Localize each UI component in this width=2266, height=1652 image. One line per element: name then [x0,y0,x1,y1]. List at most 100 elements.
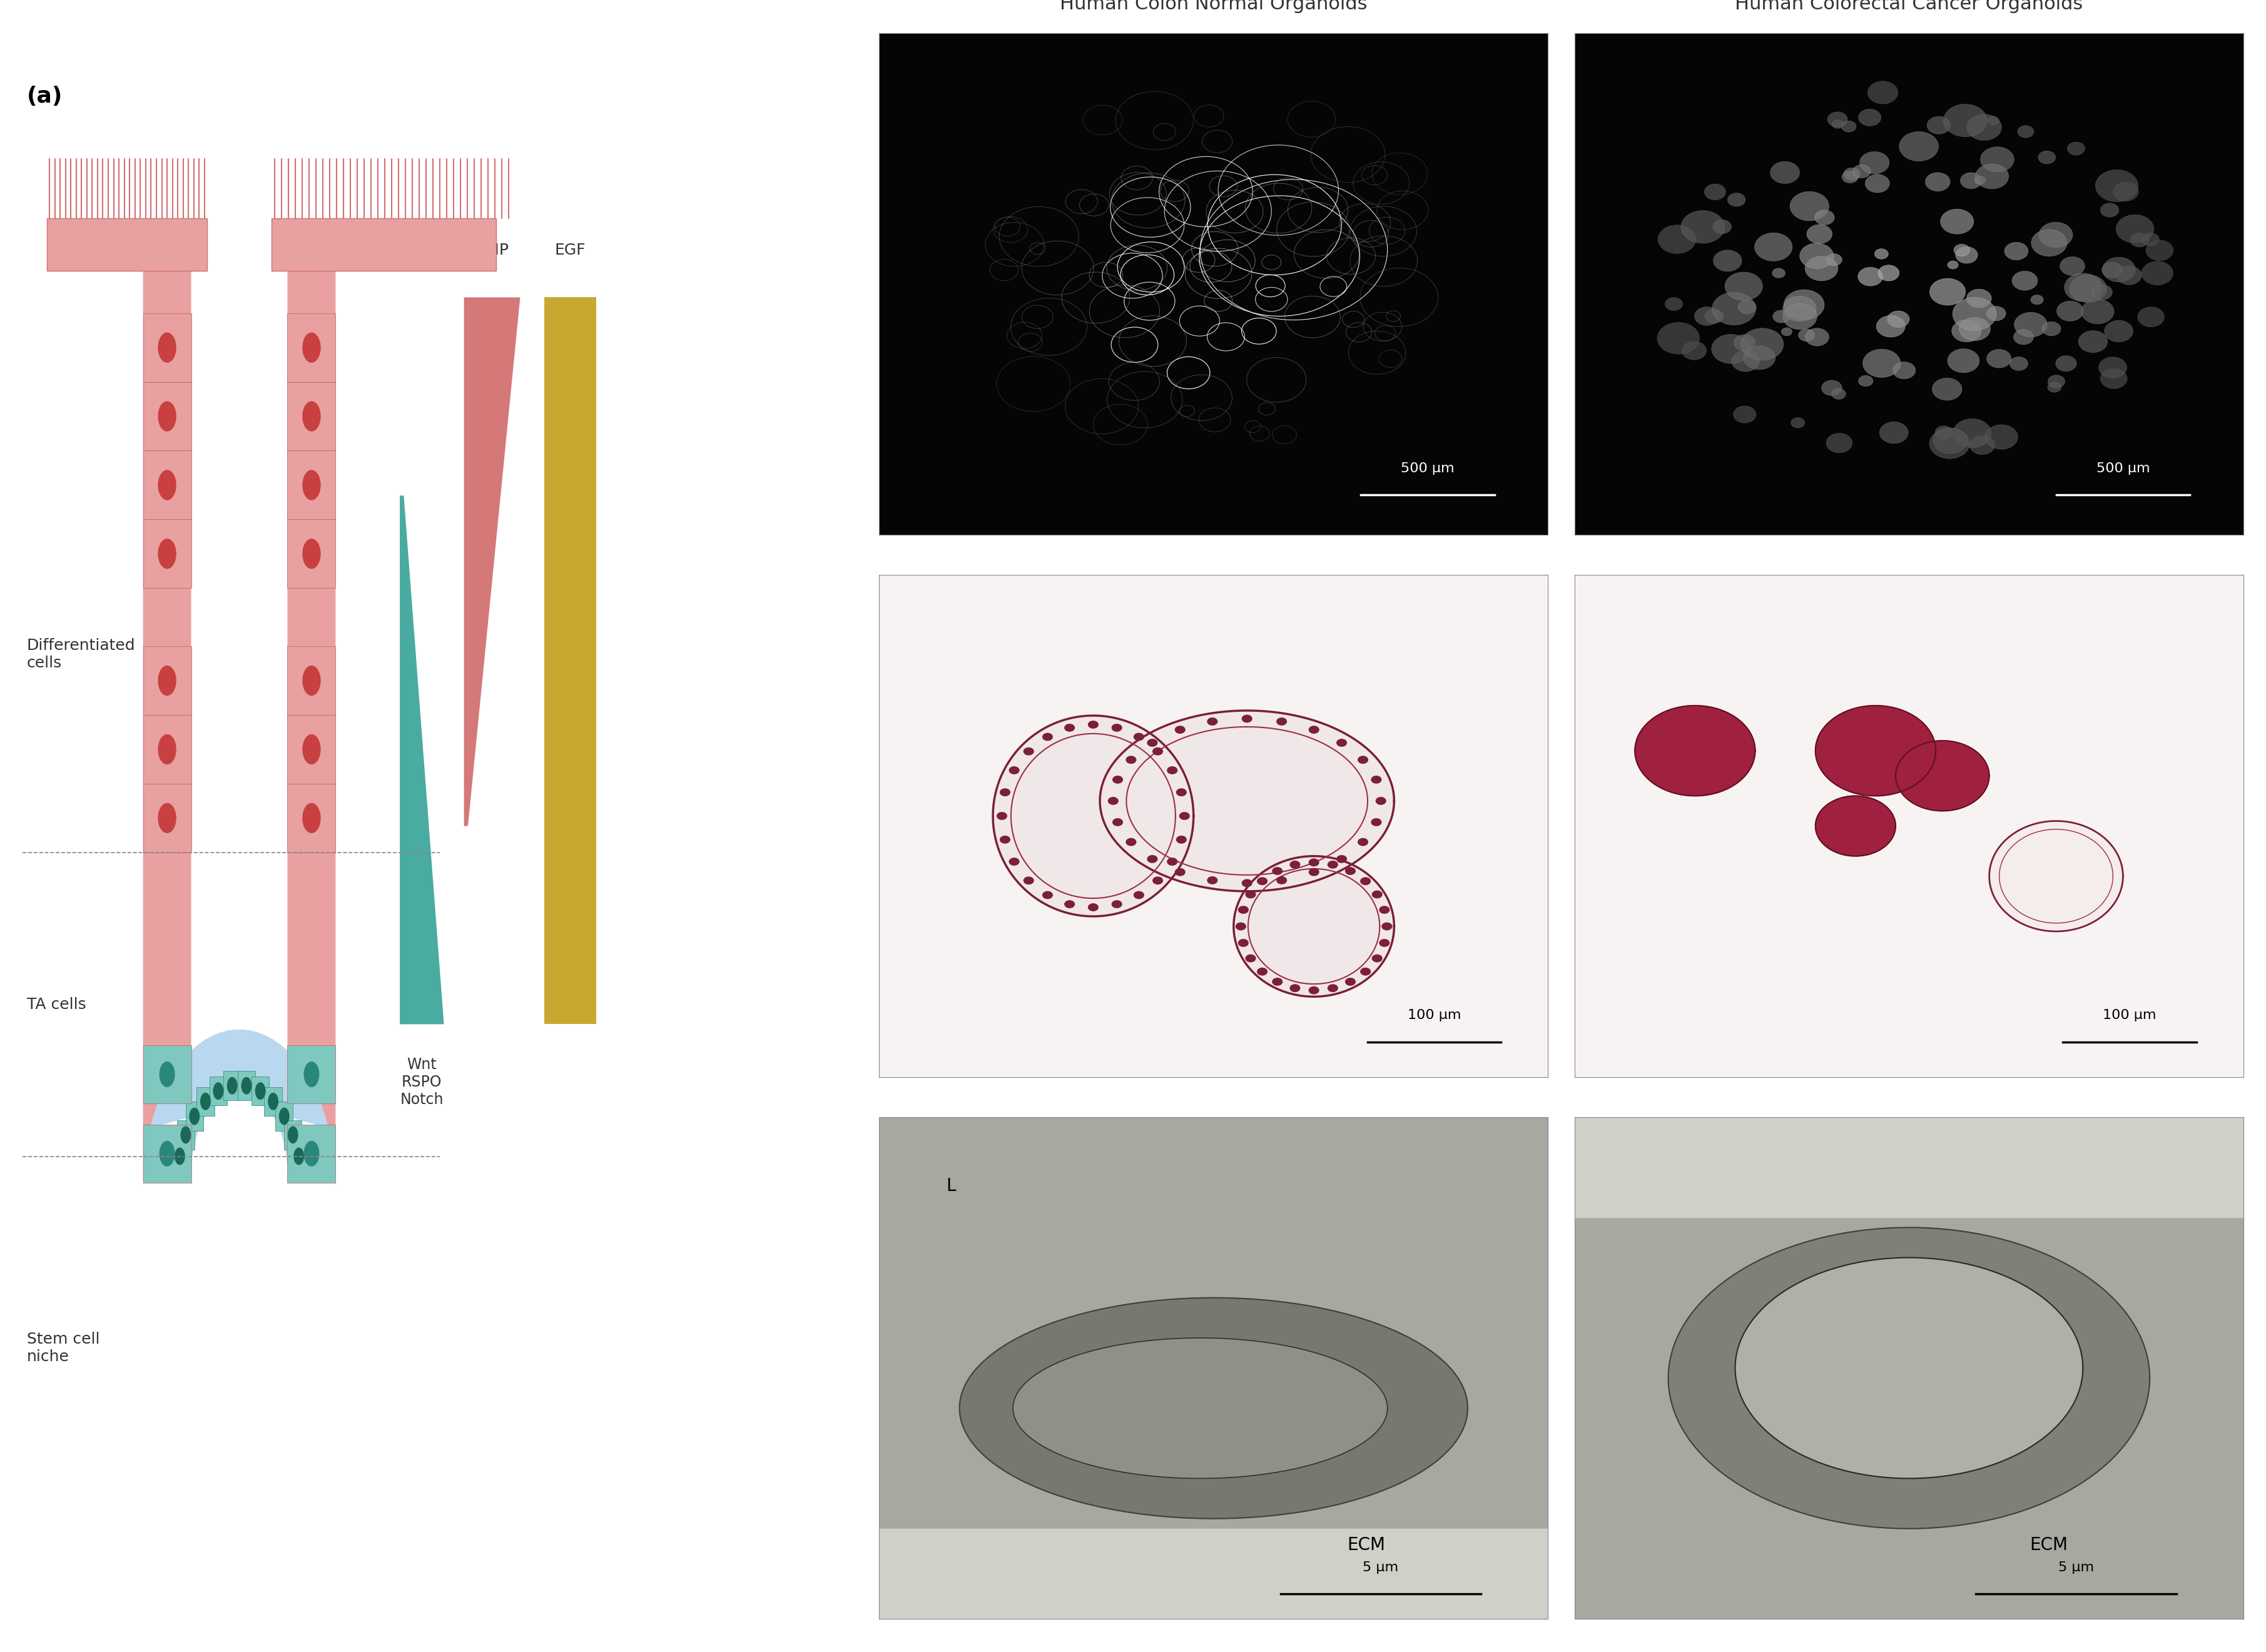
Circle shape [213,1082,224,1100]
Bar [143,1046,190,1104]
Circle shape [1928,428,1969,459]
Bar [288,646,335,715]
Circle shape [1713,220,1731,233]
Circle shape [1799,243,1833,269]
Circle shape [159,1142,174,1166]
Circle shape [1289,985,1301,993]
Circle shape [2030,296,2044,304]
Circle shape [1271,978,1283,986]
Circle shape [1956,246,1978,263]
Circle shape [301,803,322,833]
Circle shape [1806,225,1833,243]
Text: EGF: EGF [555,243,587,258]
Circle shape [2012,271,2037,291]
Circle shape [2141,261,2173,286]
Bar [276,1102,292,1132]
Circle shape [1874,249,1888,259]
Circle shape [1790,418,1804,428]
Text: (a): (a) [27,86,63,107]
Circle shape [1153,747,1162,755]
Bar [288,519,335,588]
Circle shape [1375,796,1387,805]
Circle shape [1976,164,2008,188]
Bar [265,1087,281,1117]
Circle shape [2116,266,2141,284]
Circle shape [1876,316,1906,337]
Circle shape [1733,406,1756,423]
Circle shape [1704,309,1724,324]
Circle shape [1899,132,1937,162]
Circle shape [1337,738,1346,747]
Circle shape [2048,375,2064,388]
Circle shape [2037,150,2055,164]
Circle shape [2130,233,2148,248]
Circle shape [1208,717,1217,725]
Circle shape [1713,292,1756,325]
Circle shape [1242,879,1253,887]
Polygon shape [1634,705,1756,796]
Circle shape [2014,312,2046,337]
Circle shape [188,1107,199,1125]
Circle shape [1237,938,1249,947]
Circle shape [1176,836,1187,844]
Circle shape [1289,861,1301,869]
Circle shape [1371,955,1382,963]
Bar [143,382,190,451]
Polygon shape [1815,705,1935,796]
Circle shape [1337,856,1346,862]
Circle shape [1258,968,1267,976]
Circle shape [1842,170,1858,183]
Polygon shape [1099,710,1394,890]
Circle shape [999,788,1011,796]
Text: Differentiated
cells: Differentiated cells [27,638,136,671]
Circle shape [1246,890,1255,899]
Text: 5 μm: 5 μm [1362,1561,1398,1574]
Text: 5 μm: 5 μm [2058,1561,2094,1574]
Circle shape [1380,905,1389,914]
Circle shape [2069,274,2107,302]
Circle shape [1960,317,1990,340]
Circle shape [2114,182,2139,202]
Circle shape [1042,890,1054,899]
Circle shape [1969,436,1994,454]
Circle shape [1307,859,1319,866]
Bar [208,1077,227,1105]
Circle shape [1858,268,1883,286]
Circle shape [2101,368,2128,388]
Circle shape [1360,968,1371,976]
Circle shape [2141,233,2159,246]
Circle shape [159,401,177,431]
Circle shape [2058,301,2082,320]
Circle shape [304,1062,320,1087]
Circle shape [1724,273,1763,301]
Circle shape [997,811,1008,819]
Bar [290,1142,308,1171]
Circle shape [1879,264,1899,281]
Circle shape [1822,380,1842,395]
Circle shape [2105,320,2132,342]
Text: 500 μm: 500 μm [1400,463,1455,474]
Circle shape [1357,755,1369,763]
Circle shape [1346,978,1355,986]
Circle shape [267,1092,279,1110]
Circle shape [1357,838,1369,846]
Text: Wnt
RSPO
Notch: Wnt RSPO Notch [401,1057,444,1107]
Polygon shape [1897,740,1990,811]
Circle shape [1371,776,1382,783]
Circle shape [301,733,322,765]
Circle shape [1770,162,1799,183]
Circle shape [1167,767,1178,775]
Circle shape [199,1092,211,1110]
Text: BMP: BMP [476,243,510,258]
Circle shape [159,1062,174,1087]
Circle shape [2014,330,2033,345]
Bar [143,646,190,715]
Circle shape [1987,349,2012,368]
Text: 500 μm: 500 μm [2096,463,2150,474]
Circle shape [1178,811,1190,819]
Text: ECM: ECM [1348,1536,1385,1555]
Bar [143,715,190,783]
Bar [186,1102,204,1132]
Circle shape [1860,152,1890,173]
Circle shape [1371,890,1382,899]
